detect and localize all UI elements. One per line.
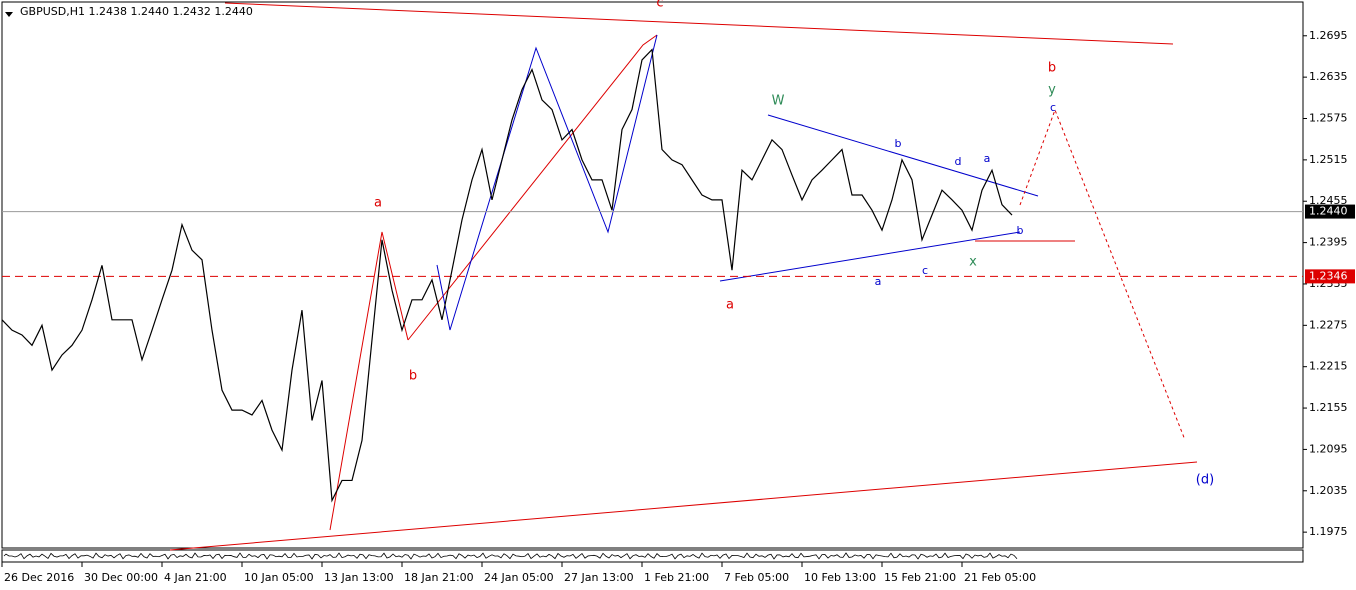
- wave-label: a: [984, 152, 991, 165]
- wave-label: y: [1048, 83, 1056, 98]
- wave-label: c: [1050, 101, 1056, 114]
- price-series: [1, 48, 1013, 503]
- x-tick-label: 13 Jan 13:00: [324, 571, 394, 584]
- wave-label: b: [1048, 61, 1056, 76]
- y-tick-label: 1.2095: [1309, 442, 1348, 455]
- y-tick-label: 1.2515: [1309, 153, 1348, 166]
- trend-line: [719, 231, 1021, 282]
- trend-line: [767, 114, 1039, 197]
- price-label-box: [1305, 204, 1355, 219]
- wave-label: (d): [1196, 473, 1214, 488]
- chart-title: GBPUSD,H1 1.2438 1.2440 1.2432 1.2440: [20, 5, 253, 18]
- plot-frame: [1, 1, 1304, 549]
- x-tick-label: 10 Jan 05:00: [244, 571, 314, 584]
- x-tick-label: 21 Feb 05:00: [964, 571, 1036, 584]
- trend-line: [224, 2, 1174, 45]
- menu-arrow[interactable]: [5, 12, 13, 17]
- y-tick-label: 1.2635: [1309, 70, 1348, 83]
- x-tick-label: 18 Jan 21:00: [404, 571, 474, 584]
- x-tick-label: 15 Feb 21:00: [884, 571, 956, 584]
- wave-label: c: [656, 0, 663, 11]
- wave-label: a: [374, 196, 382, 211]
- trend-line: [329, 231, 409, 531]
- y-tick-label: 1.2035: [1309, 484, 1348, 497]
- wave-label: a: [726, 298, 734, 313]
- price-label: 1.2440: [1309, 205, 1348, 218]
- level-label-box: [1305, 269, 1355, 284]
- x-tick-label: 10 Feb 13:00: [804, 571, 876, 584]
- indicator-line: [3, 552, 1018, 560]
- x-tick-label: 24 Jan 05:00: [484, 571, 554, 584]
- trend-line: [1019, 108, 1186, 441]
- wave-label: c: [922, 264, 928, 277]
- wave-label: b: [895, 137, 902, 150]
- wave-label: x: [969, 255, 977, 270]
- y-tick-label: 1.2575: [1309, 112, 1348, 125]
- x-tick-label: 27 Jan 13:00: [564, 571, 634, 584]
- y-tick-label: 1.2215: [1309, 360, 1348, 373]
- y-tick-label: 1.2695: [1309, 29, 1348, 42]
- trend-line: [407, 34, 658, 341]
- wave-label: a: [875, 275, 882, 288]
- y-tick-label: 1.2455: [1309, 194, 1348, 207]
- trend-line: [436, 34, 658, 331]
- x-tick-label: 26 Dec 2016: [4, 571, 74, 584]
- y-tick-label: 1.1975: [1309, 525, 1348, 538]
- y-tick-label: 1.2155: [1309, 401, 1348, 414]
- wave-label: d: [955, 155, 962, 168]
- wave-label: W: [772, 94, 785, 109]
- x-tick-label: 4 Jan 21:00: [164, 571, 227, 584]
- trend-line: [169, 461, 1198, 551]
- x-tick-label: 30 Dec 00:00: [84, 571, 158, 584]
- indicator-frame: [1, 549, 1304, 563]
- level-label: 1.2346: [1309, 269, 1348, 282]
- wave-label: b: [409, 369, 417, 384]
- y-tick-label: 1.2275: [1309, 318, 1348, 331]
- wave-label: b: [1017, 224, 1024, 237]
- x-tick-label: 7 Feb 05:00: [724, 571, 789, 584]
- y-tick-label: 1.2395: [1309, 236, 1348, 249]
- x-tick-label: 1 Feb 21:00: [644, 571, 709, 584]
